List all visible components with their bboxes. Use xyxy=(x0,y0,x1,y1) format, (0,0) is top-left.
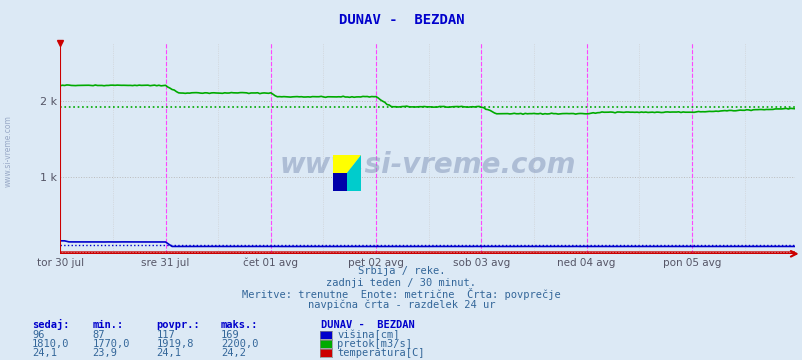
Text: zadnji teden / 30 minut.: zadnji teden / 30 minut. xyxy=(326,278,476,288)
Text: 24,2: 24,2 xyxy=(221,348,245,358)
Text: 117: 117 xyxy=(156,330,175,340)
Text: 2200,0: 2200,0 xyxy=(221,339,258,349)
Text: višina[cm]: višina[cm] xyxy=(337,330,399,340)
Text: temperatura[C]: temperatura[C] xyxy=(337,348,424,358)
Text: povpr.:: povpr.: xyxy=(156,320,200,330)
Text: 1770,0: 1770,0 xyxy=(92,339,130,349)
Text: 24,1: 24,1 xyxy=(32,348,57,358)
Text: sedaj:: sedaj: xyxy=(32,319,70,330)
Text: DUNAV -  BEZDAN: DUNAV - BEZDAN xyxy=(338,13,464,27)
Polygon shape xyxy=(333,155,361,191)
Text: 169: 169 xyxy=(221,330,239,340)
Text: 87: 87 xyxy=(92,330,105,340)
Text: 1810,0: 1810,0 xyxy=(32,339,70,349)
Bar xyxy=(333,173,346,191)
Text: DUNAV -  BEZDAN: DUNAV - BEZDAN xyxy=(321,320,415,330)
Polygon shape xyxy=(333,155,361,191)
Text: navpična črta - razdelek 24 ur: navpična črta - razdelek 24 ur xyxy=(307,300,495,310)
Text: www.si-vreme.com: www.si-vreme.com xyxy=(279,151,575,179)
Text: 96: 96 xyxy=(32,330,45,340)
Text: 24,1: 24,1 xyxy=(156,348,181,358)
Text: www.si-vreme.com: www.si-vreme.com xyxy=(3,115,13,187)
Text: Srbija / reke.: Srbija / reke. xyxy=(358,266,444,276)
Text: maks.:: maks.: xyxy=(221,320,258,330)
Text: Meritve: trenutne  Enote: metrične  Črta: povprečje: Meritve: trenutne Enote: metrične Črta: … xyxy=(242,288,560,300)
Text: 23,9: 23,9 xyxy=(92,348,117,358)
Text: pretok[m3/s]: pretok[m3/s] xyxy=(337,339,411,349)
Text: 1919,8: 1919,8 xyxy=(156,339,194,349)
Text: min.:: min.: xyxy=(92,320,124,330)
